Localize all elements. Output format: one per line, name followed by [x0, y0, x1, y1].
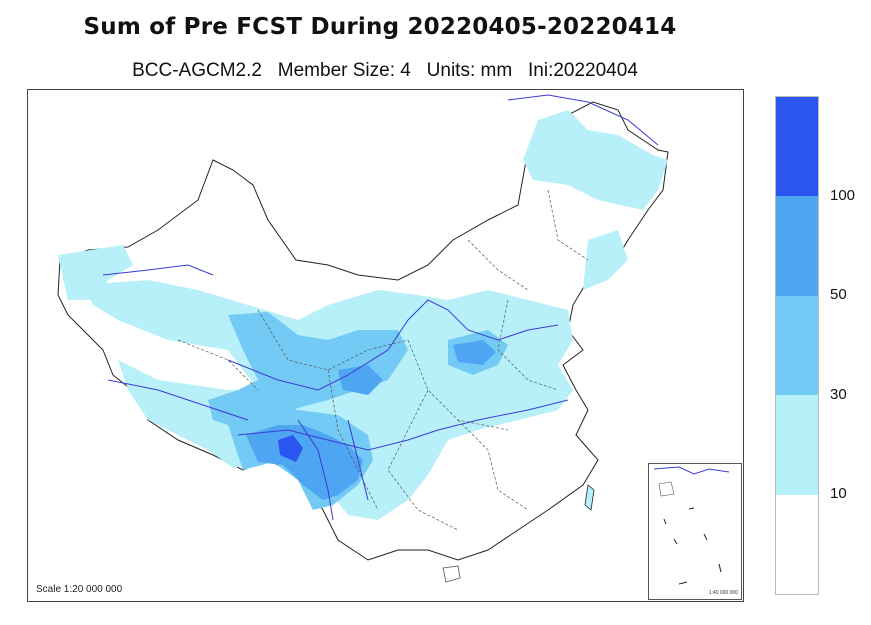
precip-zone-50-100-east — [453, 340, 496, 365]
colorbar-label: 10 — [830, 485, 847, 502]
inset-canvas — [653, 466, 730, 585]
colorbar-label: 50 — [830, 286, 847, 303]
colorbar-label: 100 — [830, 187, 856, 204]
map-subtitle: BCC-AGCM2.2 Member Size: 4 Units: mm Ini… — [132, 60, 638, 81]
rivers — [102, 94, 659, 521]
precip-zone-coast — [583, 230, 628, 290]
colorbar-segment — [776, 296, 818, 395]
precip-zone-100-plus — [278, 435, 303, 462]
precipitation-map: Scale 1:20 000 000 1:40 000 000 — [27, 89, 744, 602]
precipitation-colorbar — [775, 96, 819, 595]
precip-zone-northeast — [523, 110, 668, 210]
colorbar-label: 30 — [830, 386, 847, 403]
colorbar-segment — [776, 395, 818, 495]
precip-zone-30-50-central — [208, 312, 408, 435]
precip-zone-west — [58, 245, 133, 300]
colorbar-segment — [776, 97, 818, 196]
precip-zone-50-100-north — [338, 365, 383, 395]
map-canvas — [57, 94, 669, 583]
precip-zone-50-100 — [246, 425, 363, 500]
colorbar-segment — [776, 196, 818, 296]
hainan-island — [442, 565, 461, 583]
taiwan-island — [584, 484, 595, 511]
province-boundaries — [177, 189, 589, 531]
map-scale-label: Scale 1:20 000 000 — [36, 584, 123, 595]
inset-scale-label: 1:40 000 000 — [708, 590, 738, 596]
colorbar-segment — [776, 495, 818, 594]
south-china-sea-inset: 1:40 000 000 — [648, 463, 742, 600]
map-title: Sum of Pre FCST During 20220405-20220414 — [83, 14, 677, 40]
